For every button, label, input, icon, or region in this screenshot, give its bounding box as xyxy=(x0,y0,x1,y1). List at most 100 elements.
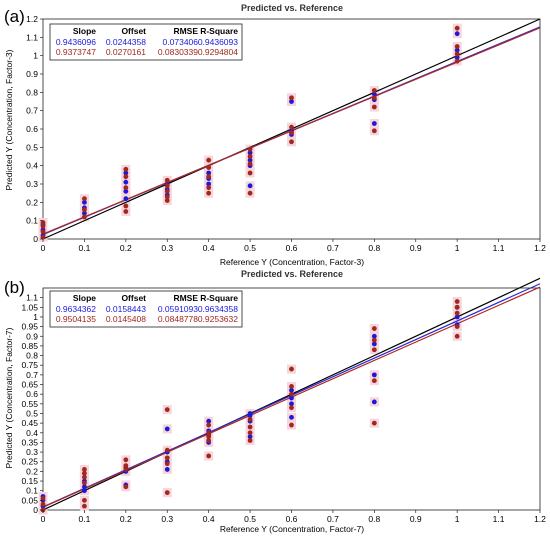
data-point xyxy=(247,154,253,159)
data-point xyxy=(123,203,129,209)
data-point xyxy=(371,420,377,426)
data-point xyxy=(164,198,170,203)
stats-cell: 0.9436093 xyxy=(198,37,238,47)
data-point xyxy=(247,190,253,196)
data-point xyxy=(82,470,87,476)
stats-cell: 0.0591093 xyxy=(158,304,198,314)
data-point xyxy=(123,209,129,214)
data-point xyxy=(371,337,377,343)
data-point xyxy=(454,314,460,320)
data-point xyxy=(289,139,294,145)
data-point xyxy=(206,181,212,187)
x-tick-label: 0.7 xyxy=(327,243,339,253)
y-tick-label: 0.8 xyxy=(26,87,38,97)
data-point xyxy=(289,391,294,397)
data-point xyxy=(371,341,377,347)
data-point xyxy=(371,326,377,331)
data-point xyxy=(206,430,212,436)
data-point xyxy=(123,467,129,472)
data-point xyxy=(247,150,253,156)
stats-column-header: Slope xyxy=(73,26,96,36)
stats-column-header: R-Square xyxy=(200,26,238,36)
data-point xyxy=(289,401,294,407)
data-point xyxy=(289,99,294,104)
y-tick-label: 0 xyxy=(33,234,38,244)
y-tick-label: 0.6 xyxy=(26,124,38,134)
data-point xyxy=(289,384,294,389)
data-point xyxy=(164,177,170,183)
data-point xyxy=(82,474,87,480)
x-tick-label: 0.2 xyxy=(120,514,132,524)
data-point xyxy=(164,407,170,413)
data-point xyxy=(123,185,129,191)
data-point xyxy=(40,229,46,235)
data-point xyxy=(289,366,294,372)
y-tick-label: 1.2 xyxy=(26,14,38,24)
stats-cell: 0.9373747 xyxy=(56,47,96,57)
data-point xyxy=(371,378,377,384)
data-point xyxy=(82,199,87,205)
y-tick-label: 0.2 xyxy=(26,197,38,207)
data-point xyxy=(164,426,170,432)
data-point xyxy=(206,170,212,176)
data-point xyxy=(247,430,253,436)
data-point xyxy=(289,422,294,428)
x-tick-label: 0.3 xyxy=(161,243,173,253)
stats-column-header: R-Square xyxy=(200,293,238,303)
y-tick-label: 0.9 xyxy=(26,331,38,341)
chart-title: Predicted vs. Reference xyxy=(241,269,343,279)
data-point xyxy=(371,399,377,405)
data-point xyxy=(289,405,294,411)
data-point xyxy=(164,183,170,189)
data-point xyxy=(289,124,294,130)
y-tick-label: 0.4 xyxy=(26,161,38,171)
y-tick-label: 1.05 xyxy=(21,302,38,312)
data-point xyxy=(247,157,253,163)
panel-b: (b) Predicted vs. Reference 0 0.1 0.2 0.3 0.… xyxy=(4,269,546,534)
data-point xyxy=(371,372,377,378)
data-point xyxy=(206,438,212,443)
data-point xyxy=(123,463,129,468)
data-point xyxy=(164,188,170,194)
data-point xyxy=(206,174,212,180)
y-tick-label: 1 xyxy=(33,51,38,61)
stats-cell: 0.073406 xyxy=(163,37,199,47)
x-tick-label: 0.9 xyxy=(410,243,422,253)
data-point xyxy=(40,220,46,225)
stats-cell: 0.9634362 xyxy=(56,304,96,314)
stats-table-box xyxy=(49,290,243,328)
stats-cell: 0.0830339 xyxy=(158,47,198,57)
data-point xyxy=(206,185,212,191)
data-point xyxy=(206,190,212,196)
y-tick-label: 1.1 xyxy=(26,293,38,303)
data-point xyxy=(82,497,87,503)
data-point xyxy=(164,447,170,453)
data-point xyxy=(40,234,46,240)
x-tick-label: 1 xyxy=(455,514,460,524)
data-point xyxy=(247,183,253,189)
y-tick-label: 0.5 xyxy=(26,408,38,418)
data-point xyxy=(164,467,170,472)
data-point xyxy=(82,207,87,213)
data-point xyxy=(82,484,87,490)
x-tick-label: 0.7 xyxy=(327,514,339,524)
y-axis-label: Predicted Y (Concentration, Factor-7) xyxy=(4,327,14,468)
stats-cell: 0.9634358 xyxy=(198,304,238,314)
y-tick-label: 0.95 xyxy=(21,322,38,332)
y-tick-label: 0.75 xyxy=(21,360,38,370)
stats-cell: 0.9504135 xyxy=(56,314,96,324)
stats-column-header: Offset xyxy=(121,293,146,303)
y-tick-label: 0.7 xyxy=(26,106,38,116)
stats-cell: 0.9436096 xyxy=(56,37,96,47)
y-tick-label: 0.35 xyxy=(21,437,38,447)
data-point xyxy=(454,324,460,330)
data-point xyxy=(454,25,460,31)
x-tick-label: 0.1 xyxy=(79,243,91,253)
data-point xyxy=(454,299,460,304)
data-point xyxy=(454,44,460,49)
stats-column-header: Offset xyxy=(121,26,146,36)
data-point xyxy=(247,170,253,176)
data-point xyxy=(123,188,129,194)
data-point xyxy=(206,453,212,459)
